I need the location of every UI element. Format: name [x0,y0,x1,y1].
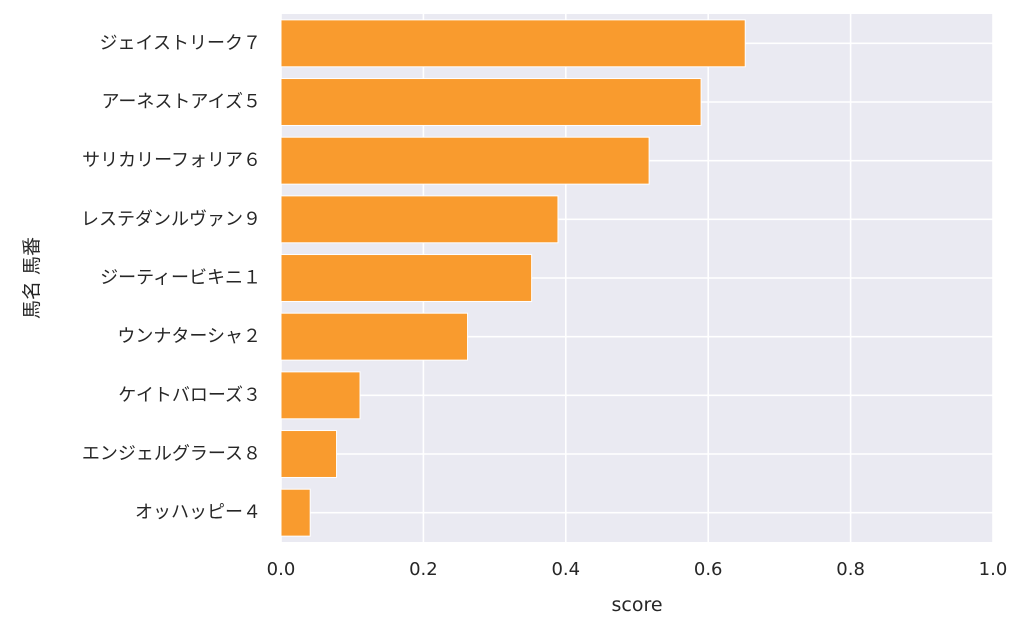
bar [280,371,361,420]
x-axis-title: score [611,594,662,616]
y-tick-label: オッハッピー４ [135,502,261,523]
bars [280,19,746,537]
x-tick-label: 0.0 [267,559,296,580]
bar [280,136,650,185]
bar [280,78,702,126]
bar [280,430,338,478]
x-tick-label: 0.6 [694,559,723,580]
bar [280,254,533,302]
bar [280,195,559,244]
y-tick-label: ウンナターシャ２ [117,326,261,347]
bar [280,312,469,361]
y-axis-title: 馬名 馬番 [21,237,43,319]
y-tick-label: ジェイストリーク７ [100,33,261,54]
y-tick-label: エンジェルグラース８ [82,444,261,465]
bar [280,488,311,537]
y-tick-label: ケイトバローズ３ [118,385,261,406]
x-tick-label: 0.4 [551,559,580,580]
x-tick-labels: 0.0 0.2 0.4 0.6 0.8 1.0 [267,559,1008,580]
x-tick-label: 0.8 [836,559,865,580]
x-tick-label: 0.2 [409,559,438,580]
y-tick-label: ジーティービキニ１ [100,268,261,289]
x-tick-label: 1.0 [979,559,1008,580]
y-tick-label: アーネストアイズ５ [102,92,261,113]
y-tick-label: レステダンルヴァン９ [81,209,261,230]
y-tick-labels: ジェイストリーク７ アーネストアイズ５ サリカリーフォリア６ レステダンルヴァン９ ジー… [81,33,261,523]
bar [280,19,746,68]
y-tick-label: サリカリーフォリア６ [82,150,261,171]
